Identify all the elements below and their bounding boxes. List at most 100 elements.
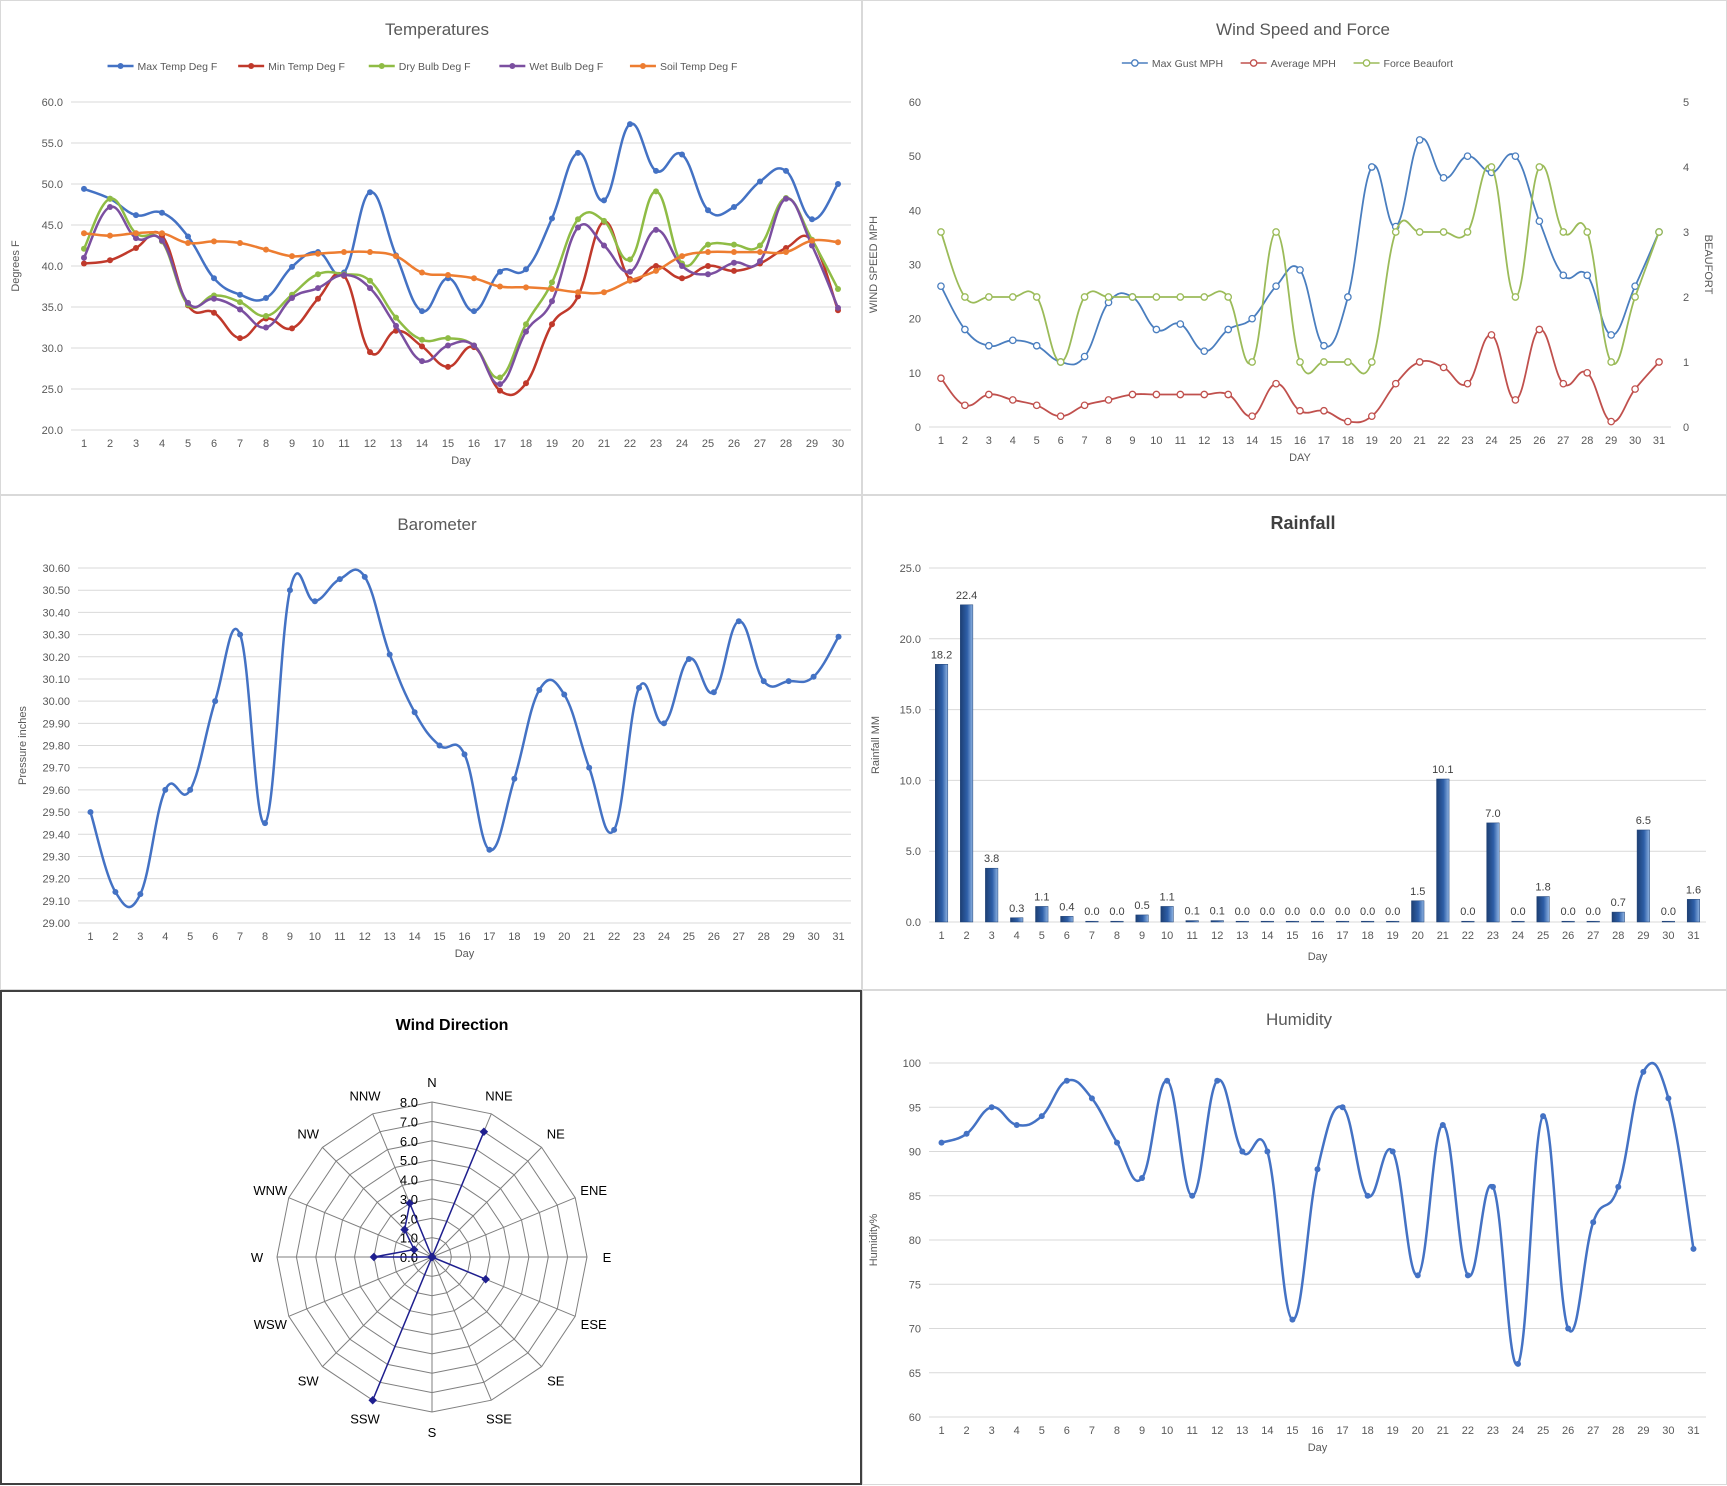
x-tick-label: 10 xyxy=(309,931,321,943)
data-point xyxy=(1056,412,1065,421)
data-point xyxy=(461,751,468,758)
data-label: 0.0 xyxy=(1360,906,1375,918)
data-point xyxy=(627,121,633,128)
data-point xyxy=(369,1252,379,1262)
chart-title: Wind Speed and Force xyxy=(1216,20,1390,39)
x-tick-label: 27 xyxy=(733,931,745,943)
x-axis-title: Day xyxy=(1308,1442,1328,1454)
x-tick-label: 10 xyxy=(312,438,324,450)
data-point xyxy=(705,271,711,278)
data-point xyxy=(1464,1272,1471,1279)
data-label: 0.0 xyxy=(1235,906,1250,918)
data-point xyxy=(315,250,321,257)
data-point xyxy=(471,342,477,349)
x-tick-label: 16 xyxy=(468,438,480,450)
data-point xyxy=(211,295,217,302)
x-tick-label: 15 xyxy=(1286,930,1298,942)
data-point xyxy=(760,678,767,685)
x-tick-label: 16 xyxy=(458,931,470,943)
data-point xyxy=(835,633,842,640)
y-tick-label: 60 xyxy=(909,97,921,109)
data-point xyxy=(237,631,244,638)
x-tick-label: 18 xyxy=(1362,1425,1374,1437)
y-tick-label: 29.40 xyxy=(42,829,70,841)
y-tick-label: 60 xyxy=(909,1412,921,1424)
data-point xyxy=(1489,1183,1496,1190)
data-point xyxy=(445,272,451,279)
radial-tick-label: 2.0 xyxy=(400,1211,418,1226)
y-tick-label: 10.0 xyxy=(900,775,921,787)
data-point xyxy=(497,283,503,290)
x-tick-label: 23 xyxy=(1487,1425,1499,1437)
y-tick-label: 20.0 xyxy=(42,425,63,437)
x-tick-label: 8 xyxy=(1114,930,1120,942)
data-point xyxy=(1487,163,1496,171)
data-point xyxy=(835,239,841,246)
x-tick-label: 18 xyxy=(508,931,520,943)
legend-marker xyxy=(248,63,255,69)
data-point xyxy=(1439,228,1448,236)
data-point xyxy=(1189,1192,1196,1199)
data-point xyxy=(575,293,581,300)
data-point xyxy=(1080,293,1089,301)
bar xyxy=(1361,920,1375,923)
radar-spoke xyxy=(288,1256,433,1317)
legend-label: Wet Bulb Deg F xyxy=(529,61,603,73)
data-point xyxy=(1344,358,1352,366)
data-point xyxy=(1607,331,1616,339)
data-point xyxy=(1056,358,1065,366)
data-point xyxy=(81,230,87,237)
series-line xyxy=(372,1131,486,1401)
category-label: E xyxy=(603,1250,612,1265)
wind-direction-chart: Wind Direction N NNE NE ENE E ESE SE SSE S SSW SW WS… xyxy=(251,1017,612,1440)
category-label: SSW xyxy=(350,1412,380,1427)
wind-speed-chart-panel: Wind Speed and Force 0 10 20 30 40 50 60 1 2 3 4 5 6 7… xyxy=(862,0,1727,495)
data-label: 0.1 xyxy=(1210,906,1225,918)
data-point xyxy=(112,888,119,895)
x-tick-label: 12 xyxy=(1211,1425,1223,1437)
data-label: 0.4 xyxy=(1059,901,1074,913)
data-point xyxy=(1367,412,1376,421)
data-point xyxy=(497,381,503,388)
data-label: 0.0 xyxy=(1084,906,1099,918)
radar-spoke xyxy=(322,1256,433,1367)
x-tick-label: 20 xyxy=(1390,435,1402,447)
data-point xyxy=(1320,358,1328,366)
y-tick-label: 10 xyxy=(909,368,921,380)
x-tick-label: 9 xyxy=(1139,1425,1145,1437)
bar xyxy=(1135,914,1149,923)
x-tick-label: 17 xyxy=(1318,435,1330,447)
data-point xyxy=(523,266,529,273)
y2-tick-label: 2 xyxy=(1683,292,1689,304)
data-point xyxy=(1565,1325,1572,1332)
data-point xyxy=(984,390,993,399)
data-point xyxy=(1013,1121,1020,1128)
bar xyxy=(1260,920,1274,923)
data-point xyxy=(368,1395,377,1405)
data-label: 0.5 xyxy=(1134,900,1149,912)
data-point xyxy=(1224,390,1233,399)
data-point xyxy=(757,249,763,256)
bar xyxy=(1436,778,1450,923)
x-tick-label: 4 xyxy=(162,931,168,943)
radial-tick-label: 8.0 xyxy=(400,1095,418,1110)
data-point xyxy=(961,293,969,301)
y-tick-label: 29.90 xyxy=(42,718,70,730)
data-point xyxy=(81,254,87,261)
legend-label: Average MPH xyxy=(1271,58,1336,70)
data-point xyxy=(1008,336,1017,345)
data-point xyxy=(1515,1360,1522,1367)
data-point xyxy=(549,285,555,292)
data-point xyxy=(575,149,581,156)
data-point xyxy=(810,673,817,680)
x-tick-label: 10 xyxy=(1161,1425,1173,1437)
data-point xyxy=(601,197,607,204)
data-point xyxy=(575,289,581,296)
data-label: 1.1 xyxy=(1034,891,1049,903)
data-point xyxy=(107,232,113,239)
data-point xyxy=(549,321,555,328)
data-point xyxy=(1200,347,1209,356)
x-tick-label: 28 xyxy=(1612,930,1624,942)
data-point xyxy=(1038,1113,1045,1120)
